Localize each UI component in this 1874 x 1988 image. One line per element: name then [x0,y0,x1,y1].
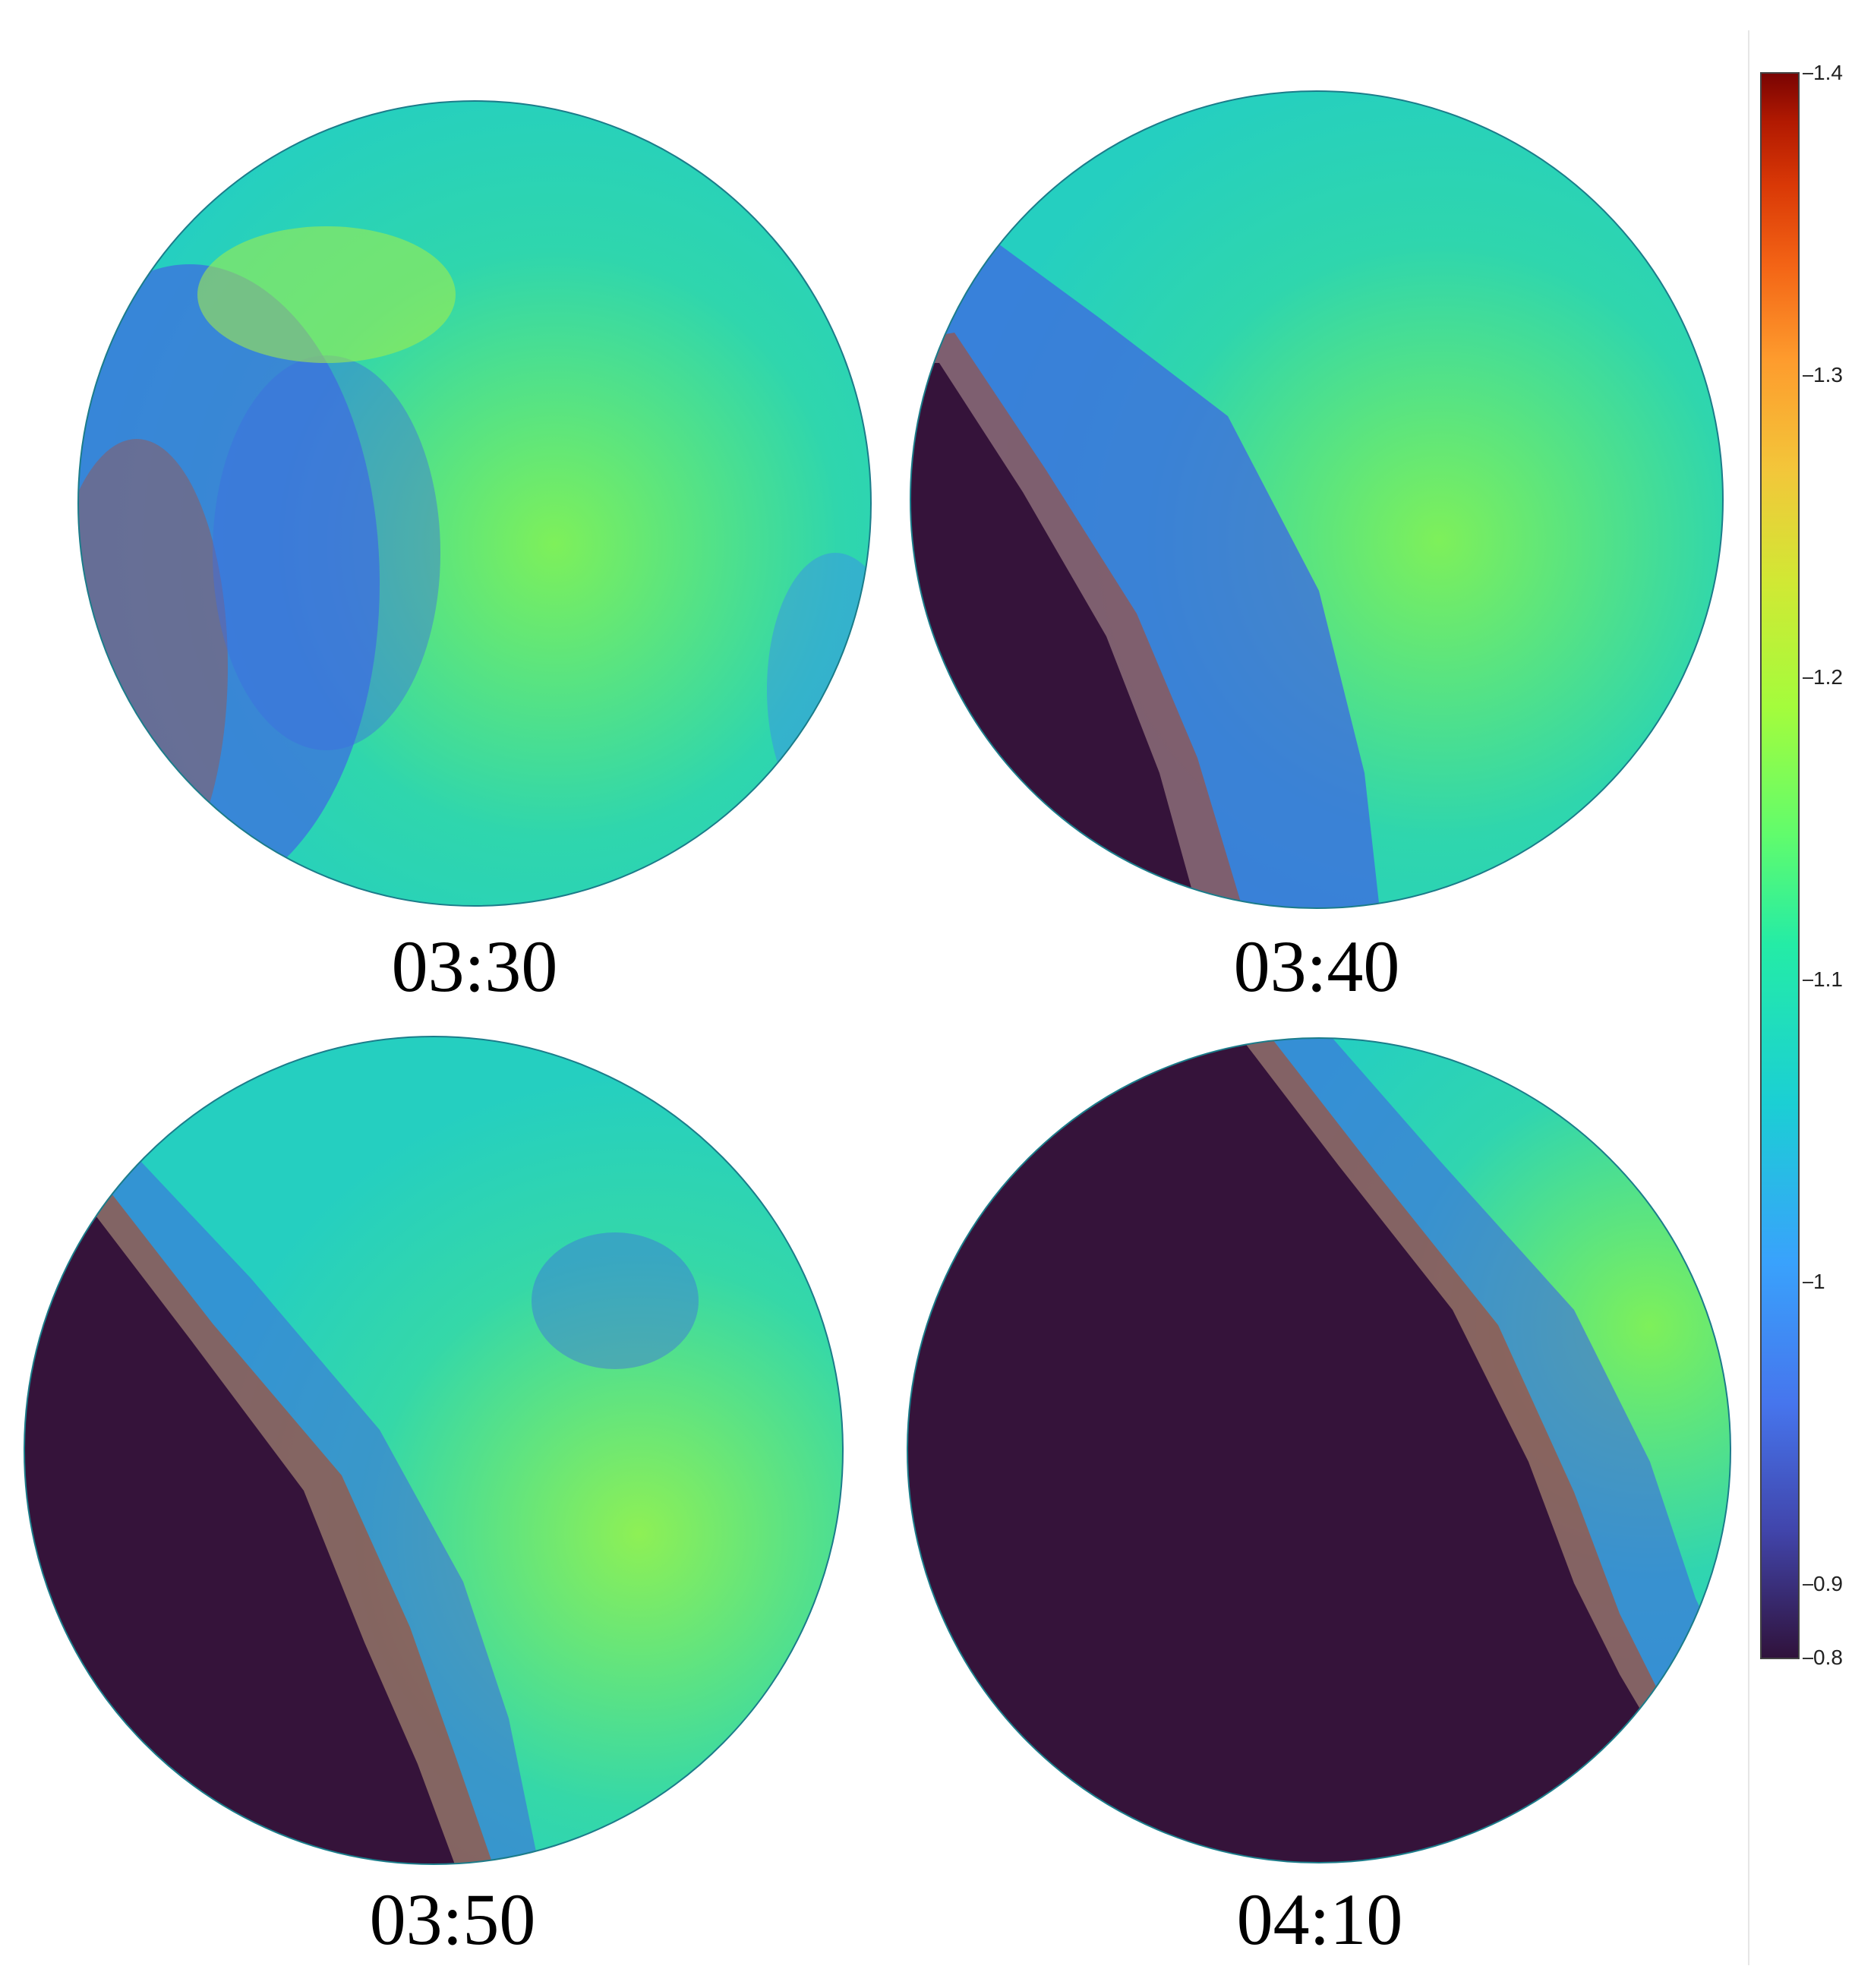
time-label-0330: 03:30 [391,926,558,1007]
moon-disk-0330 [76,97,873,910]
colorbar-tick [1803,1658,1813,1659]
colorbar-frame [1748,30,1874,1965]
moon-disk-0350 [23,1035,844,1867]
moon-disk-0410 [906,1037,1732,1864]
colorbar-tick-label: 0.9 [1813,1572,1843,1595]
time-label-0350: 03:50 [369,1879,536,1960]
moon-disk-0340 [909,90,1724,910]
time-label-0410: 04:10 [1236,1879,1403,1960]
colorbar-tick [1803,1282,1813,1283]
colorbar-tick-label: 1.2 [1813,665,1843,689]
colorbar-tick [1803,677,1813,679]
colorbar-tick [1803,73,1813,74]
colorbar [1760,72,1800,1659]
colorbar-tick-label: 1.4 [1813,61,1843,84]
colorbar-tick [1803,375,1813,377]
colorbar-tick [1803,980,1813,981]
time-label-0340: 03:40 [1233,926,1400,1007]
colorbar-tick-label: 1.1 [1813,967,1843,991]
colorbar-tick [1803,1584,1813,1586]
colorbar-tick-label: 1 [1813,1270,1825,1293]
colorbar-tick-label: 1.3 [1813,363,1843,387]
colorbar-tick-label: 0.8 [1813,1646,1843,1669]
